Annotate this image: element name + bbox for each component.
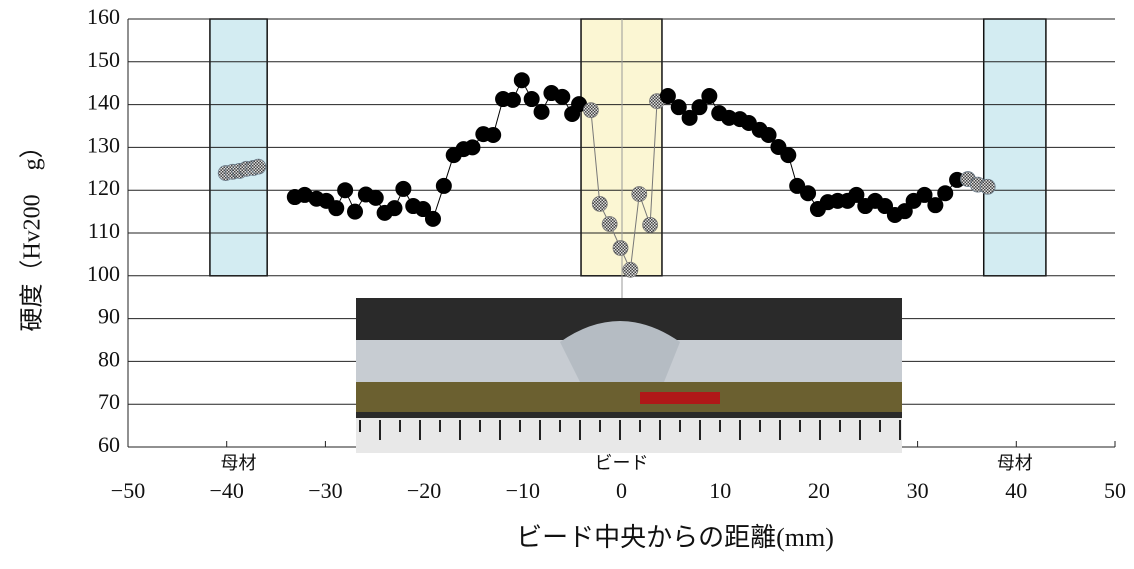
- y-tick-label: 110: [88, 218, 120, 243]
- data-point: [514, 72, 530, 88]
- data-point: [485, 127, 501, 143]
- data-point: [937, 185, 953, 201]
- x-tick-label: −10: [506, 478, 540, 503]
- data-point: [251, 159, 266, 174]
- y-axis-title: 硬度（Hv200 g）: [19, 134, 46, 331]
- data-point: [368, 190, 384, 206]
- x-tick-label: 10: [709, 478, 731, 503]
- x-tick-label: 0: [616, 478, 627, 503]
- data-point: [623, 262, 638, 277]
- data-point: [602, 217, 617, 232]
- weld-photo: [356, 298, 902, 453]
- data-point: [554, 89, 570, 105]
- x-tick-label: 30: [907, 478, 929, 503]
- data-point: [436, 178, 452, 194]
- y-tick-label: 80: [98, 346, 120, 371]
- region-label: 母材: [221, 453, 257, 473]
- chart: 母材ビード母材 60708090100110120130140150160−50…: [0, 0, 1134, 569]
- data-point: [780, 147, 796, 163]
- data-point: [425, 211, 441, 227]
- y-tick-label: 150: [87, 47, 120, 72]
- y-tick-label: 120: [87, 175, 120, 200]
- data-point: [592, 196, 607, 211]
- data-point: [505, 92, 521, 108]
- data-point: [524, 91, 540, 107]
- data-point: [980, 179, 995, 194]
- y-tick-label: 60: [98, 432, 120, 457]
- x-tick-label: −50: [111, 478, 145, 503]
- data-point: [347, 204, 363, 220]
- data-point: [464, 139, 480, 155]
- data-point: [643, 217, 658, 232]
- x-tick-label: −40: [209, 478, 243, 503]
- data-point: [701, 88, 717, 104]
- x-tick-label: −30: [308, 478, 342, 503]
- data-point: [337, 182, 353, 198]
- region-label: ビード: [595, 453, 649, 473]
- data-point: [800, 185, 816, 201]
- y-tick-label: 70: [98, 389, 120, 414]
- region-label: 母材: [997, 453, 1033, 473]
- data-point: [386, 200, 402, 216]
- y-tick-label: 130: [87, 132, 120, 157]
- data-point: [328, 200, 344, 216]
- y-tick-label: 90: [98, 304, 120, 329]
- x-tick-label: −20: [407, 478, 441, 503]
- x-tick-label: 50: [1104, 478, 1126, 503]
- x-tick-label: 40: [1005, 478, 1027, 503]
- data-point: [583, 103, 598, 118]
- y-tick-label: 100: [87, 261, 120, 286]
- y-tick-label: 140: [87, 90, 120, 115]
- data-point: [632, 187, 647, 202]
- data-point: [613, 240, 628, 255]
- data-point: [534, 104, 550, 120]
- data-point: [395, 181, 411, 197]
- y-tick-label: 160: [87, 4, 120, 29]
- x-tick-label: 20: [808, 478, 830, 503]
- x-axis-title: ビード中央からの距離(mm): [516, 523, 834, 552]
